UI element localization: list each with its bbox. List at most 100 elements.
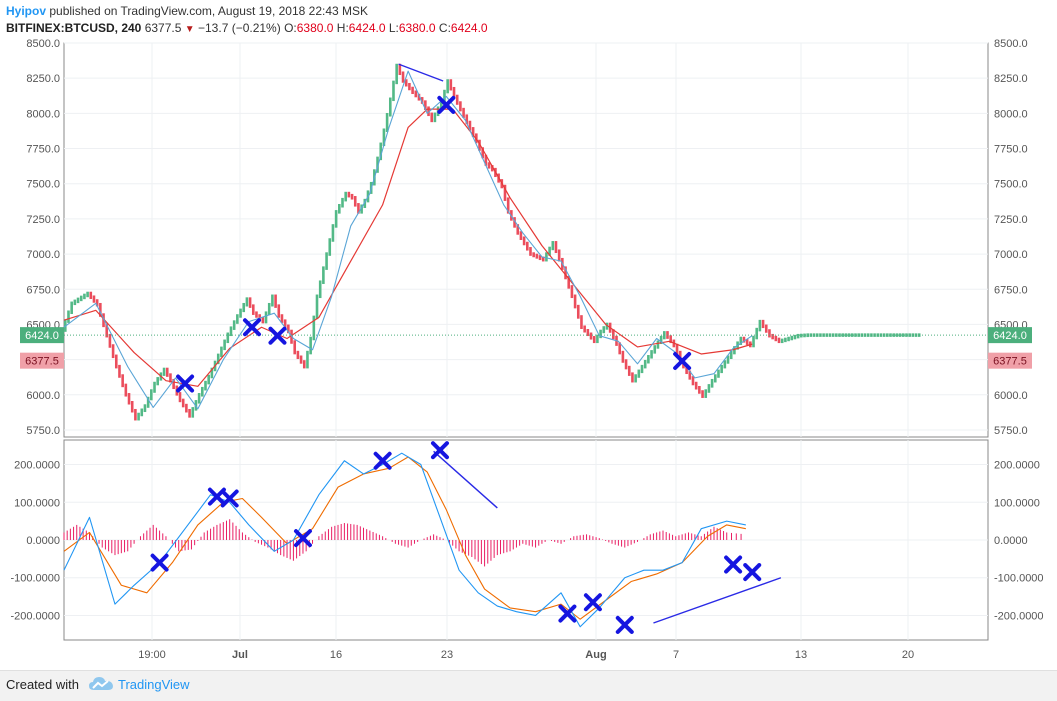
renko-brick-up <box>729 350 733 360</box>
renko-brick-down <box>529 247 532 256</box>
x-marker-stroke <box>176 374 195 393</box>
renko-brick-up <box>659 335 663 345</box>
renko-brick-down <box>513 217 516 228</box>
author-name[interactable]: Hyipov <box>6 4 47 18</box>
renko-brick-up <box>271 294 274 307</box>
renko-brick-up <box>545 252 548 262</box>
renko-brick-down <box>449 79 453 91</box>
renko-brick-up <box>548 246 551 256</box>
renko-brick-up <box>328 238 332 256</box>
renko-brick-up <box>382 128 386 147</box>
renko-brick-down <box>698 385 701 394</box>
renko-brick-down <box>248 297 252 308</box>
renko-brick-up <box>739 336 743 345</box>
macd-tick-right: 100.0000 <box>994 497 1040 509</box>
x-marker <box>583 593 602 612</box>
renko-brick-down <box>541 256 545 262</box>
x-marker <box>242 318 261 337</box>
x-marker-stroke <box>150 553 169 572</box>
renko-brick-up <box>226 332 230 344</box>
renko-brick-down <box>468 120 472 131</box>
chart-canvas[interactable]: 19:00 Jul 16 23 Aug 7 13 20 5750.0 5750.0 6000.0 60… <box>0 0 1057 670</box>
renko-brick-up <box>325 252 328 270</box>
renko-brick-up <box>216 353 220 365</box>
renko-brick-up <box>191 407 195 418</box>
x-marker <box>558 604 577 623</box>
x-marker-stroke <box>615 615 634 634</box>
renko-brick-up <box>137 412 140 421</box>
renko-brick-down <box>108 333 112 348</box>
price-tick-left: 8250.0 <box>26 73 60 85</box>
renko-brick-up <box>857 333 860 337</box>
renko-brick-up <box>245 297 249 307</box>
price-tick-right: 5750.0 <box>994 425 1028 437</box>
renko-brick-down <box>124 383 128 397</box>
x-marker <box>743 563 762 582</box>
renko-brick-up <box>784 337 787 343</box>
renko-brick-up <box>331 224 335 242</box>
renko-brick-up <box>446 79 449 94</box>
renko-brick-down <box>127 393 131 405</box>
x-marker <box>220 489 239 508</box>
renko-brick-up <box>790 335 794 341</box>
renko-brick-down <box>114 354 118 369</box>
renko-brick-up <box>376 156 379 173</box>
renko-brick-down <box>691 376 695 386</box>
created-with-label: Created with <box>6 677 79 692</box>
renko-brick-up <box>220 346 223 358</box>
renko-brick-up <box>882 333 886 337</box>
renko-brick-down <box>350 193 354 200</box>
renko-brick-down <box>181 398 185 408</box>
renko-brick-up <box>860 333 864 337</box>
renko-brick-down <box>516 224 520 235</box>
renko-brick-down <box>165 367 169 377</box>
renko-brick-up <box>835 333 838 337</box>
renko-brick-down <box>417 93 421 101</box>
renko-brick-down <box>624 359 628 370</box>
renko-brick-up <box>726 355 730 364</box>
x-marker-stroke <box>268 326 287 345</box>
x-tick-label: Aug <box>585 649 606 661</box>
renko-brick-down <box>404 79 408 87</box>
tradingview-cloud-icon <box>89 677 113 690</box>
renko-brick-up <box>433 112 437 123</box>
renko-brick-up <box>306 350 309 369</box>
renko-brick-down <box>487 162 491 169</box>
x-marker <box>176 374 195 393</box>
renko-brick-down <box>261 317 265 324</box>
renko-brick-down <box>287 324 290 334</box>
macd-tick-left: -200.0000 <box>10 610 60 622</box>
tradingview-brand-link[interactable]: TradingView <box>118 677 190 692</box>
last-price: 6377.5 <box>144 21 182 35</box>
renko-brick-down <box>538 255 542 261</box>
price-tick-left: 5750.0 <box>26 425 60 437</box>
renko-brick-down <box>478 139 481 151</box>
low-value: 6380.0 <box>398 21 436 35</box>
renko-brick-up <box>847 333 851 337</box>
x-marker <box>373 451 392 470</box>
renko-brick-down <box>293 340 297 355</box>
price-tag-right-last <box>988 327 1032 344</box>
macd-tick-right: -100.0000 <box>994 573 1044 585</box>
renko-brick-down <box>452 86 456 99</box>
renko-brick-down <box>274 294 277 308</box>
renko-brick-up <box>146 396 150 408</box>
renko-brick-up <box>806 333 809 338</box>
x-tick-label: 19:00 <box>138 649 166 661</box>
renko-brick-up <box>733 346 736 355</box>
x-tick-label: 7 <box>673 649 679 661</box>
renko-brick-down <box>612 329 615 340</box>
renko-brick-up <box>439 100 443 110</box>
renko-brick-down <box>277 304 281 318</box>
price-tick-right: 6750.0 <box>994 284 1028 296</box>
x-marker-stroke <box>583 593 602 612</box>
renko-brick-up <box>162 367 166 376</box>
close-value: 6424.0 <box>450 21 488 35</box>
renko-brick-up <box>841 333 845 337</box>
renko-brick-down <box>526 241 529 251</box>
low-label: L: <box>388 21 399 35</box>
renko-brick-down <box>745 339 749 345</box>
renko-brick-up <box>229 326 233 337</box>
renko-brick-up <box>143 404 147 413</box>
price-tick-right: 7750.0 <box>994 144 1028 156</box>
